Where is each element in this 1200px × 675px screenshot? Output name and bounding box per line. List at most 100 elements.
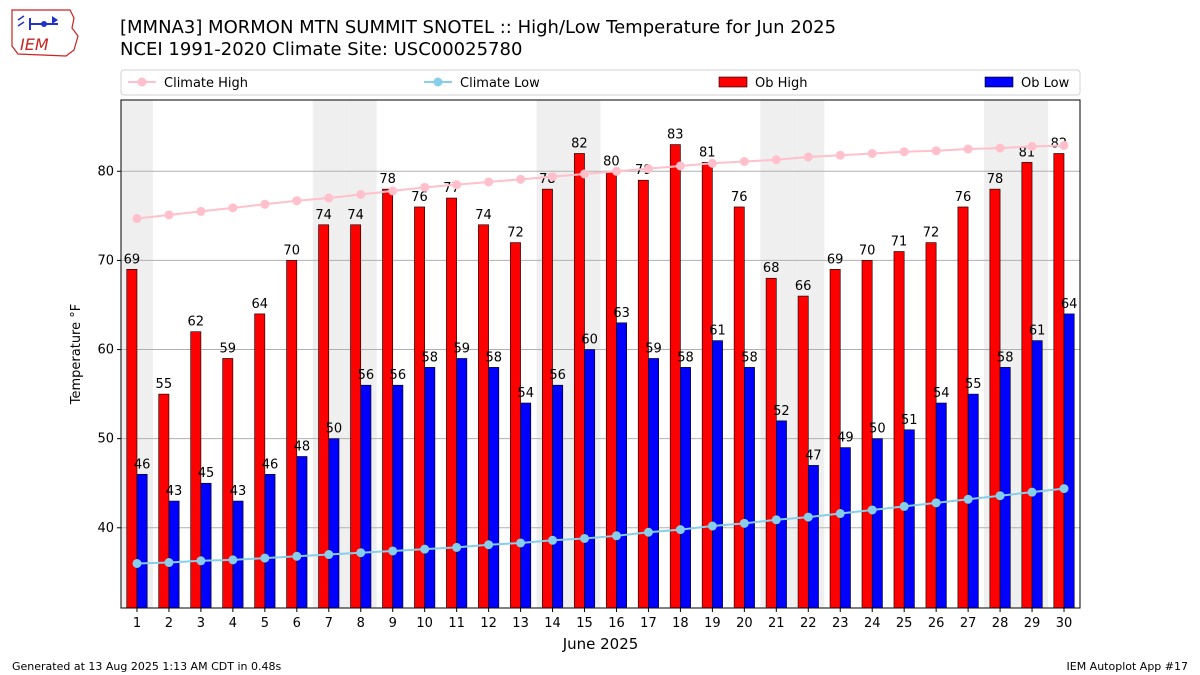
ob-low-label: 58: [422, 350, 439, 365]
legend-label: Climate High: [164, 76, 248, 91]
x-tick-label: 25: [896, 616, 913, 631]
climate-low-point: [611, 531, 621, 541]
y-tick-label: 80: [97, 164, 114, 179]
x-tick-label: 6: [293, 616, 301, 631]
ob-low-label: 56: [390, 368, 407, 383]
ob-low-bar: [392, 384, 404, 609]
climate-low-point: [931, 498, 941, 508]
climate-high-point: [803, 152, 813, 162]
ob-high-bar: [733, 206, 745, 609]
climate-low-point: [356, 548, 366, 558]
climate-low-point: [675, 525, 685, 535]
ob-high-bar: [669, 144, 681, 609]
climate-low-line: [136, 487, 1065, 565]
ob-high-label: 74: [475, 208, 492, 223]
x-tick-label: 12: [480, 616, 497, 631]
ob-low-bar: [456, 358, 468, 609]
legend-label: Ob High: [755, 76, 808, 91]
x-tick-label: 21: [768, 616, 785, 631]
ob-low-label: 45: [198, 466, 215, 481]
legend-label: Ob Low: [1021, 76, 1070, 91]
climate-high-point: [931, 146, 941, 156]
ob-low-bar: [200, 482, 212, 609]
x-tick-label: 26: [928, 616, 945, 631]
climate-high-point: [1059, 140, 1069, 150]
x-tick-label: 28: [992, 616, 1009, 631]
x-tick-label: 18: [672, 616, 689, 631]
ob-low-bar: [424, 367, 436, 609]
x-tick-label: 9: [389, 616, 397, 631]
ob-high-bar: [158, 393, 170, 609]
climate-high-point: [899, 147, 909, 157]
climate-low-point: [899, 501, 909, 511]
x-tick-label: 27: [960, 616, 977, 631]
ob-low-bar: [616, 322, 628, 609]
ob-high-bar: [126, 269, 138, 609]
y-tick-label: 60: [97, 343, 114, 358]
chart-subtitle: NCEI 1991-2020 Climate Site: USC00025780: [120, 39, 523, 60]
climate-high-point: [324, 193, 334, 203]
ob-high-bar: [637, 179, 649, 609]
ob-low-label: 64: [1061, 297, 1078, 312]
x-tick-label: 23: [832, 616, 849, 631]
climate-high-point: [867, 148, 877, 158]
x-tick-label: 13: [512, 616, 529, 631]
climate-high-point: [164, 210, 174, 220]
climate-high-point: [963, 144, 973, 154]
ob-low-bar: [871, 438, 883, 609]
ob-low-bar: [744, 367, 755, 609]
ob-low-bar: [648, 358, 659, 609]
ob-high-bar: [893, 251, 905, 609]
ob-low-label: 56: [358, 368, 375, 383]
chart-title: [MMNA3] MORMON MTN SUMMIT SNOTEL :: High…: [120, 17, 837, 38]
ob-high-bar: [925, 242, 937, 609]
climate-high-point: [643, 164, 653, 174]
ob-low-bar: [1063, 313, 1075, 609]
climate-high-point: [995, 143, 1005, 153]
ob-low-label: 50: [869, 422, 886, 437]
ob-high-label: 74: [347, 208, 364, 223]
plot-frame: [120, 99, 1081, 609]
ob-low-label: 43: [166, 484, 183, 499]
ob-low-bar: [296, 456, 308, 609]
y-tick-label: 50: [97, 432, 114, 447]
ob-low-bar: [1031, 340, 1043, 609]
ob-low-label: 61: [709, 324, 726, 339]
ob-high-label: 66: [795, 279, 812, 294]
climate-high-point: [580, 169, 590, 179]
climate-high-point: [484, 177, 494, 187]
ob-low-label: 58: [677, 350, 694, 365]
climate-low-point: [1027, 487, 1037, 497]
ob-low-bar: [839, 447, 851, 609]
climate-low-point: [963, 494, 973, 504]
ob-low-label: 46: [134, 457, 151, 472]
ob-high-label: 68: [763, 261, 780, 276]
legend-marker: [137, 77, 147, 87]
x-tick-label: 5: [261, 616, 269, 631]
climate-high-point: [739, 156, 749, 166]
ob-low-label: 55: [965, 377, 982, 392]
climate-high-point: [260, 199, 270, 209]
ob-high-bar: [765, 277, 777, 609]
climate-high-point: [835, 150, 845, 160]
ob-low-bar: [488, 367, 500, 609]
ob-high-label: 71: [891, 235, 908, 250]
ob-high-label: 76: [955, 190, 972, 205]
ob-low-label: 56: [549, 368, 566, 383]
climate-low-point: [388, 546, 398, 556]
climate-high-point: [1027, 141, 1037, 151]
ob-high-label: 76: [731, 190, 748, 205]
ob-high-bar: [1021, 162, 1033, 609]
x-tick-label: 3: [197, 616, 205, 631]
ob-high-bar: [957, 206, 969, 609]
ob-high-label: 80: [603, 154, 620, 169]
climate-low-point: [484, 540, 494, 550]
x-tick-label: 24: [864, 616, 881, 631]
ob-low-bar: [264, 474, 276, 609]
ob-high-bar: [605, 170, 617, 609]
x-tick-label: 1: [133, 616, 141, 631]
ob-high-label: 76: [411, 190, 428, 205]
ob-high-label: 55: [156, 377, 173, 392]
climate-high-point: [771, 155, 781, 165]
